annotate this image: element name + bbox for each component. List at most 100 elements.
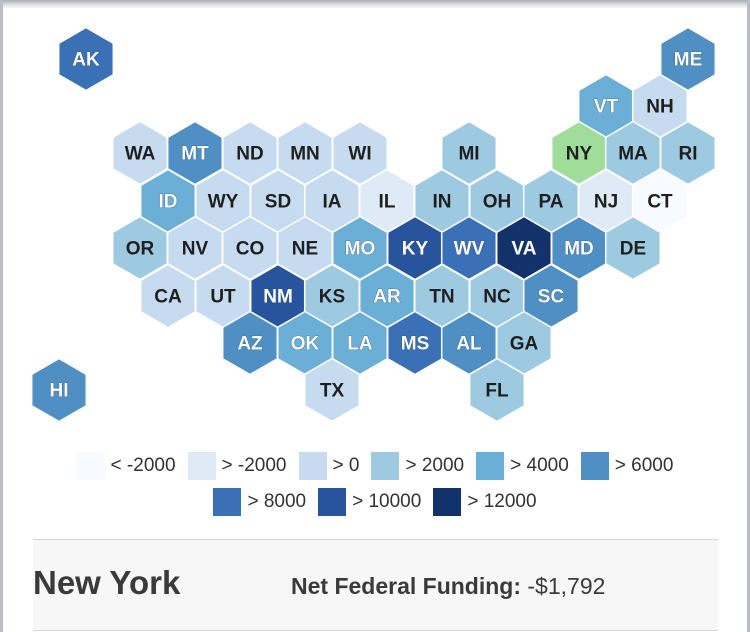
state-hex-in[interactable]: IN: [413, 168, 471, 234]
state-label: WV: [454, 239, 485, 260]
state-label: CA: [154, 287, 182, 308]
state-hex-nc[interactable]: NC: [468, 263, 526, 329]
legend-item: > 6000: [580, 452, 674, 480]
legend-swatch: [433, 488, 462, 516]
state-label: MO: [345, 239, 376, 260]
state-label: MA: [618, 144, 648, 165]
net-federal-funding: Net Federal Funding: -$1,792: [291, 573, 605, 600]
state-label: NY: [566, 144, 593, 165]
state-label: FL: [485, 381, 509, 402]
state-hex-il[interactable]: IL: [358, 168, 416, 234]
selected-state-name: New York: [33, 564, 181, 601]
state-label: NJ: [594, 192, 618, 213]
state-hex-al[interactable]: AL: [440, 310, 498, 376]
state-hex-ga[interactable]: GA: [495, 310, 553, 376]
legend-swatch: [298, 452, 327, 480]
state-hex-ar[interactable]: AR: [358, 263, 416, 329]
legend-item: > -2000: [187, 452, 287, 480]
state-label: CO: [236, 239, 265, 260]
state-hex-shape[interactable]: [30, 357, 88, 423]
state-hex-shape[interactable]: [604, 215, 662, 281]
legend-swatch: [187, 452, 216, 480]
legend-swatch: [213, 488, 242, 516]
funding-value: -$1,792: [527, 573, 606, 599]
state-hex-ky[interactable]: KY: [386, 215, 444, 281]
state-label: CT: [647, 192, 673, 213]
legend-swatch: [318, 488, 347, 516]
state-hex-fl[interactable]: FL: [468, 357, 526, 423]
legend-label: > 8000: [247, 491, 307, 512]
state-hex-shape[interactable]: [57, 26, 115, 92]
state-label: OR: [126, 239, 155, 260]
state-label: AL: [456, 334, 482, 355]
state-hex-mi[interactable]: MI: [440, 120, 498, 186]
state-hex-ca[interactable]: CA: [139, 263, 197, 329]
state-hex-la[interactable]: LA: [331, 310, 389, 376]
state-hex-md[interactable]: MD: [550, 215, 608, 281]
state-label: WI: [348, 144, 371, 165]
state-label: IL: [379, 192, 396, 213]
state-label: ND: [236, 144, 263, 165]
window-top-edge: [0, 0, 750, 8]
legend-item: > 0: [298, 452, 360, 480]
state-label: ID: [159, 192, 178, 213]
legend-item: > 2000: [371, 452, 464, 480]
state-label: KY: [402, 239, 429, 260]
state-label: TN: [429, 287, 454, 308]
legend-item: < -2000: [76, 452, 176, 480]
state-hex-me[interactable]: ME: [659, 26, 717, 92]
state-label: HI: [50, 381, 69, 402]
legend-swatch: [76, 452, 105, 480]
state-label: NM: [263, 287, 293, 308]
state-hex-id[interactable]: ID: [139, 168, 197, 234]
state-label: OH: [483, 192, 512, 213]
funding-label: Net Federal Funding:: [291, 573, 521, 599]
state-label: IN: [433, 192, 452, 213]
state-hex-nh[interactable]: NH: [631, 73, 689, 139]
state-hex-shape[interactable]: [468, 357, 526, 423]
legend-label: > 10000: [352, 491, 422, 512]
legend-row-2: > 8000 > 10000 > 12000: [0, 488, 750, 516]
state-label: KS: [319, 287, 345, 308]
state-label: MD: [564, 239, 594, 260]
legend-swatch: [371, 452, 400, 480]
state-label: IA: [323, 192, 342, 213]
legend-label: > 4000: [510, 455, 569, 476]
legend-label: > 6000: [614, 455, 674, 476]
state-label: DE: [620, 239, 646, 260]
legend-item: > 12000: [433, 488, 537, 516]
state-label: ME: [674, 50, 703, 71]
state-hex-mo[interactable]: MO: [331, 215, 389, 281]
state-hex-shape[interactable]: [659, 120, 717, 186]
state-label: RI: [679, 144, 698, 165]
window-left-edge: [0, 0, 3, 632]
legend-label: > 0: [332, 455, 360, 476]
state-label: WA: [125, 144, 156, 165]
state-hex-or[interactable]: OR: [111, 215, 169, 281]
legend-label: > 2000: [405, 455, 465, 476]
legend-swatch: [476, 452, 505, 480]
state-hex-sc[interactable]: SC: [522, 263, 580, 329]
state-hex-ak[interactable]: AK: [57, 26, 115, 92]
state-label: AK: [72, 50, 100, 71]
state-hex-ri[interactable]: RI: [659, 120, 717, 186]
state-hex-co[interactable]: CO: [221, 215, 279, 281]
state-hex-ut[interactable]: UT: [194, 263, 252, 329]
state-hex-ne[interactable]: NE: [276, 215, 334, 281]
legend-item: > 4000: [476, 452, 569, 480]
state-hex-wv[interactable]: WV: [440, 215, 498, 281]
state-hex-shape[interactable]: [303, 357, 361, 423]
hex-map: AK ME VT NH WA MT ND MN WI MI NY MA RI ID WY SD IA IL IN OH…: [30, 26, 717, 423]
state-hex-tx[interactable]: TX: [303, 357, 361, 423]
legend-item: > 8000: [213, 488, 306, 516]
state-hex-vt[interactable]: VT: [577, 73, 635, 139]
state-label: NH: [646, 97, 673, 118]
state-hex-hi[interactable]: HI: [30, 357, 88, 423]
state-label: AR: [373, 287, 401, 308]
state-label: AZ: [237, 334, 263, 355]
state-detail-panel: New York Net Federal Funding: -$1,792: [33, 539, 718, 631]
state-hex-de[interactable]: DE: [604, 215, 662, 281]
state-label: OK: [291, 334, 320, 355]
window-right-edge: [747, 0, 750, 632]
state-label: VA: [512, 239, 537, 260]
